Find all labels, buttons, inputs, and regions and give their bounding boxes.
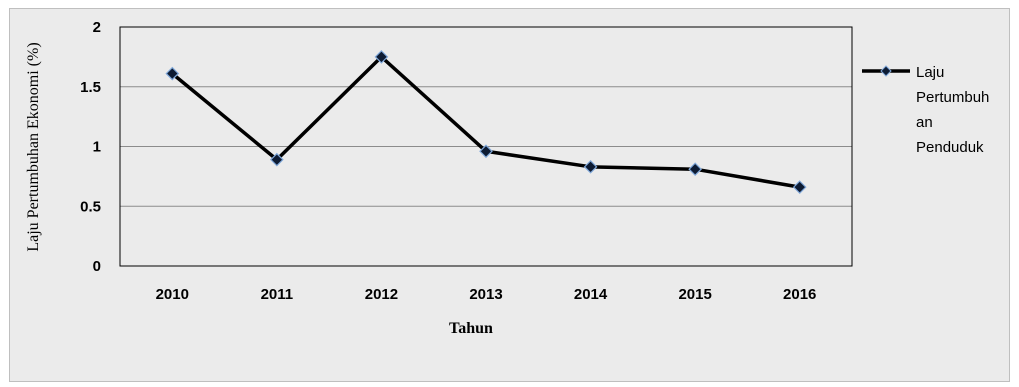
data-point-marker bbox=[688, 162, 702, 177]
x-tick-label: 2015 bbox=[678, 286, 711, 303]
y-tick-label: 0.5 bbox=[80, 198, 101, 215]
data-point-marker bbox=[374, 50, 389, 64]
legend-label-line: Penduduk bbox=[916, 139, 984, 156]
x-tick-label: 2010 bbox=[156, 286, 189, 303]
y-tick-label: 0 bbox=[93, 258, 101, 275]
y-axis-title: Laju Pertumbuhan Ekonomi (%) bbox=[25, 42, 42, 251]
x-axis-title: Tahun bbox=[449, 320, 493, 337]
y-tick-label: 1 bbox=[93, 139, 101, 156]
x-tick-label: 2013 bbox=[469, 286, 502, 303]
y-tick-label: 2 bbox=[93, 19, 101, 36]
data-point-marker bbox=[479, 144, 493, 159]
y-tick-label: 1.5 bbox=[80, 79, 101, 96]
data-point-marker bbox=[165, 66, 180, 81]
series-layer bbox=[165, 50, 807, 194]
plot-area bbox=[119, 26, 853, 267]
x-tick-label: 2012 bbox=[365, 286, 398, 303]
data-point-marker bbox=[792, 180, 807, 194]
x-tick-labels: 2010 2011 2012 2013 2014 2015 2016 bbox=[156, 286, 817, 303]
data-point-marker bbox=[583, 159, 598, 174]
legend-marker bbox=[880, 65, 892, 77]
x-tick-label: 2014 bbox=[574, 286, 608, 303]
series-line bbox=[171, 55, 801, 189]
x-tick-label: 2016 bbox=[783, 286, 816, 303]
legend: Laju Pertumbuh an Penduduk bbox=[862, 64, 989, 156]
x-tick-label: 2011 bbox=[261, 286, 294, 303]
data-point-marker bbox=[270, 152, 284, 167]
legend-label-line: an bbox=[916, 114, 933, 131]
y-tick-labels: 0 0.5 1 1.5 2 bbox=[80, 19, 101, 275]
legend-label-line: Laju bbox=[916, 64, 944, 81]
legend-label-line: Pertumbuh bbox=[916, 89, 989, 106]
